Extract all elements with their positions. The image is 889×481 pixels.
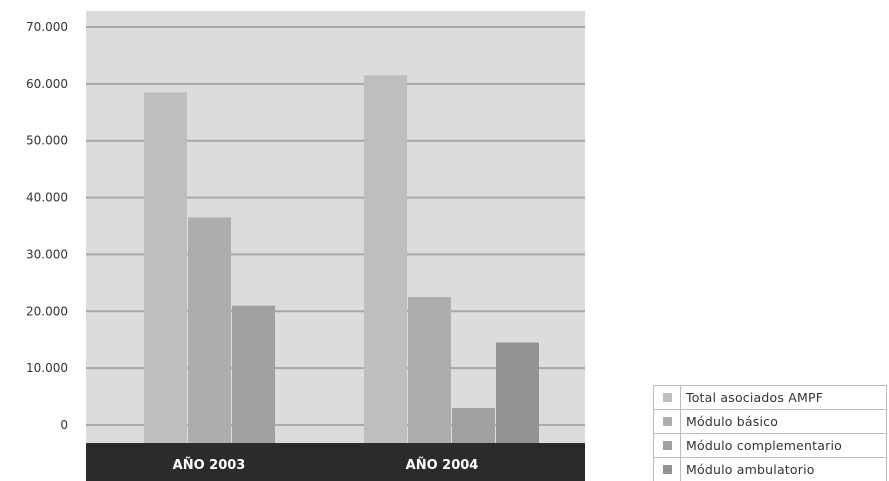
x-axis-category-labels: AÑO 2003 AÑO 2004 [173, 457, 479, 473]
legend-item: Total asociados AMPF [654, 386, 886, 410]
y-tick-label: 0 [60, 418, 68, 432]
legend-swatch-cell [654, 386, 681, 409]
legend-item: Módulo ambulatorio [654, 458, 886, 481]
legend-label: Módulo ambulatorio [686, 462, 815, 477]
y-tick-label: 40.000 [26, 191, 68, 205]
x-category-label: AÑO 2003 [173, 457, 246, 473]
bar [364, 75, 407, 443]
legend-swatch [662, 393, 672, 402]
y-tick-label: 70.000 [26, 20, 68, 34]
legend-swatch-cell [654, 434, 681, 457]
bar [452, 407, 495, 443]
legend-swatch-cell [654, 458, 681, 481]
legend-swatch-cell [654, 410, 681, 433]
legend-swatch [662, 417, 672, 426]
bar [408, 297, 451, 443]
legend-label: Módulo básico [686, 414, 779, 429]
legend-item: Módulo básico [654, 410, 886, 434]
bar [144, 92, 187, 443]
legend-swatch [662, 465, 672, 474]
y-tick-label: 30.000 [26, 247, 68, 261]
y-axis-tick-labels: 0 10.000 20.000 30.000 40.000 50.000 60.000 70.… [26, 20, 68, 432]
y-tick-label: 50.000 [26, 134, 68, 148]
legend-item: Módulo complementario [654, 434, 886, 458]
bar [232, 305, 275, 443]
legend-label: Módulo complementario [686, 438, 842, 453]
y-tick-label: 20.000 [26, 304, 68, 318]
bar [496, 342, 539, 443]
bars [144, 75, 539, 443]
x-category-label: AÑO 2004 [406, 457, 479, 473]
legend-swatch [662, 441, 672, 450]
y-tick-label: 60.000 [26, 77, 68, 91]
legend: Total asociados AMPF Módulo básico Módulo … [653, 385, 887, 481]
legend-label: Total asociados AMPF [686, 390, 824, 405]
category-band [86, 443, 585, 481]
y-tick-label: 10.000 [26, 361, 68, 375]
bar [188, 217, 231, 443]
bar-chart: 0 10.000 20.000 30.000 40.000 50.000 60.000 70.… [26, 11, 585, 481]
